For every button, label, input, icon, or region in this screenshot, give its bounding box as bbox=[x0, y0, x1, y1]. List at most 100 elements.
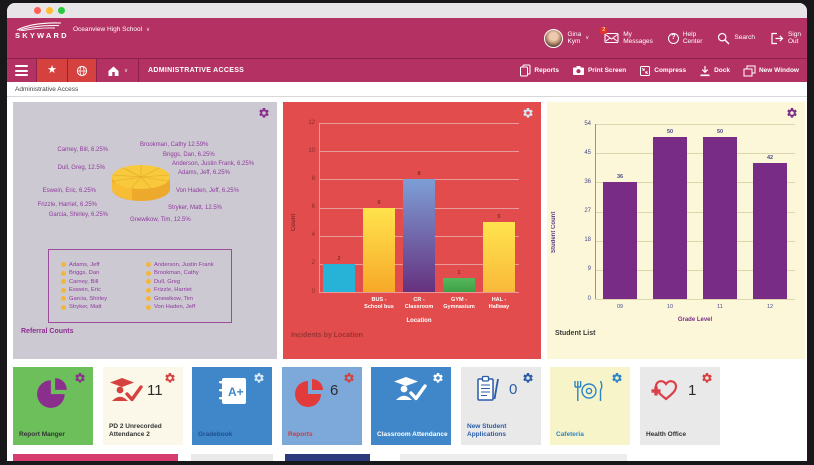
tile-cafeteria[interactable]: Cafeteria bbox=[550, 367, 630, 445]
main-toolbar: ★ ∨ ADMINISTRATIVE ACCESS Report bbox=[7, 58, 807, 82]
bar-value-label: 1 bbox=[457, 269, 461, 276]
close-window-button[interactable] bbox=[34, 7, 41, 14]
tile-health-office[interactable]: 1 Health Office bbox=[640, 367, 720, 445]
category-label: 11 bbox=[717, 304, 723, 310]
pie-legend: Adams, Jeff Anderson, Justin Frank Briggs,… bbox=[48, 249, 232, 323]
pie-callout-label: Gnewikow, Tim, 12.5% bbox=[130, 217, 191, 223]
compress-button[interactable]: Compress bbox=[639, 65, 686, 77]
chevron-down-icon: ∨ bbox=[585, 34, 590, 41]
tile-classroom-attendance[interactable]: Classroom Attendance bbox=[371, 367, 451, 445]
bar-value-label: 50 bbox=[716, 128, 724, 135]
new-window-button[interactable]: New Window bbox=[743, 65, 799, 77]
school-selector[interactable]: Oceanview High School ∨ bbox=[73, 26, 150, 33]
minimize-window-button[interactable] bbox=[46, 7, 53, 14]
pie-callout-label: Carney, Bill, 6.25% bbox=[57, 147, 108, 153]
widget-settings-gear-icon[interactable] bbox=[258, 107, 270, 119]
breadcrumb: Administrative Access bbox=[15, 85, 79, 93]
tile-label: Classroom Attendance bbox=[377, 431, 448, 439]
legend-entry: Carney, Bill bbox=[61, 279, 146, 285]
pie-callout-label: Garcia, Shirley, 6.25% bbox=[48, 212, 108, 218]
x-axis-label: Location bbox=[406, 318, 432, 324]
tile-gradebook[interactable]: A+ Gradebook bbox=[192, 367, 272, 445]
help-center-button[interactable]: ? Help Center bbox=[667, 31, 702, 45]
window-titlebar bbox=[7, 3, 807, 18]
tile-partial[interactable] bbox=[191, 454, 273, 461]
search-button[interactable]: Search bbox=[717, 32, 755, 45]
tile-partial[interactable] bbox=[400, 454, 627, 461]
bar-value-label: 2 bbox=[337, 255, 341, 262]
hamburger-icon bbox=[15, 65, 28, 76]
tile-report-manager[interactable]: Report Manger bbox=[13, 367, 93, 445]
bar-value-label: 5 bbox=[497, 213, 501, 220]
category-label: BUS - School bus bbox=[364, 297, 394, 310]
category-label: HAL - Hallway bbox=[488, 297, 510, 310]
user-menu[interactable]: Gina Kym ∨ bbox=[544, 28, 590, 48]
grid-line bbox=[319, 123, 519, 124]
grid-line bbox=[595, 269, 795, 271]
toolbar-actions: Reports Print Screen Compress bbox=[519, 59, 807, 82]
tile-count: 6 bbox=[330, 382, 339, 399]
axis-tick-label: 8 bbox=[311, 175, 315, 182]
tile-reports[interactable]: 6 Reports bbox=[282, 367, 362, 445]
tile-settings-gear-icon[interactable] bbox=[611, 372, 623, 384]
tile-settings-gear-icon[interactable] bbox=[253, 372, 265, 384]
tile-label: New Student Applications bbox=[467, 423, 507, 439]
pie-callout-label: Dull, Greg, 12.5% bbox=[57, 165, 105, 171]
grid-line bbox=[595, 124, 795, 125]
chart-bar bbox=[603, 182, 637, 299]
chevron-down-icon: ∨ bbox=[123, 67, 129, 74]
skyward-logo: SKYWARD bbox=[15, 21, 69, 40]
pie-callout-label: Von Haden, Jeff, 6.25% bbox=[176, 188, 239, 194]
tile-settings-gear-icon[interactable] bbox=[432, 372, 444, 384]
axis-tick-label: 4 bbox=[311, 232, 315, 239]
my-messages-button[interactable]: 2 My Messages bbox=[600, 27, 653, 45]
category-label: CR - Classroom bbox=[404, 297, 434, 310]
print-screen-button[interactable]: Print Screen bbox=[572, 65, 626, 76]
tile-settings-gear-icon[interactable] bbox=[74, 372, 86, 384]
widget-title: Incidents by Location bbox=[291, 332, 363, 339]
reports-button[interactable]: Reports bbox=[519, 64, 559, 77]
attendance-check-icon bbox=[110, 378, 143, 402]
grid-line bbox=[319, 151, 519, 153]
tile-new-student-applications[interactable]: 0 New Student Applications bbox=[461, 367, 541, 445]
favorites-button[interactable]: ★ bbox=[37, 59, 68, 82]
widget-settings-gear-icon[interactable] bbox=[522, 107, 534, 119]
bar-value-label: 8 bbox=[417, 171, 421, 178]
header-menu: Gina Kym ∨ 2 My Messages bbox=[544, 18, 801, 58]
chart-bar bbox=[753, 162, 787, 299]
tile-settings-gear-icon[interactable] bbox=[164, 372, 176, 384]
reports-label: Reports bbox=[534, 67, 559, 74]
legend-entry: Brookman, Cathy bbox=[146, 270, 231, 276]
tile-label: Cafeteria bbox=[556, 431, 584, 439]
tile-settings-gear-icon[interactable] bbox=[343, 372, 355, 384]
bar-value-label: 6 bbox=[377, 199, 381, 206]
sign-out-button[interactable]: Sign Out bbox=[770, 31, 801, 45]
axis-tick-label: 18 bbox=[584, 237, 591, 244]
grid-line bbox=[595, 153, 795, 155]
chart-bar bbox=[443, 277, 475, 292]
dock-label: Dock bbox=[714, 67, 730, 74]
home-button[interactable]: ∨ bbox=[97, 59, 139, 82]
chart-bar bbox=[653, 136, 687, 299]
zoom-window-button[interactable] bbox=[58, 7, 65, 14]
legend-entry: Anderson, Justin Frank bbox=[146, 262, 231, 268]
help-icon: ? bbox=[667, 32, 679, 44]
tile-pd2-unrecorded-attendance[interactable]: 11 PD 2 Unrecorded Attendance 2 bbox=[103, 367, 183, 445]
avatar bbox=[544, 28, 564, 48]
axis-tick-label: 27 bbox=[584, 208, 591, 214]
widget-settings-gear-icon[interactable] bbox=[786, 107, 798, 119]
dock-icon bbox=[700, 65, 710, 76]
browse-button[interactable] bbox=[68, 59, 97, 82]
pie-callout-label: Eswein, Eric, 6.25% bbox=[42, 188, 96, 194]
menu-button[interactable] bbox=[7, 59, 37, 82]
globe-icon bbox=[76, 65, 88, 76]
category-label: 09 bbox=[616, 304, 624, 310]
tile-settings-gear-icon[interactable] bbox=[522, 372, 534, 384]
search-label: Search bbox=[734, 34, 755, 42]
tile-settings-gear-icon[interactable] bbox=[701, 372, 713, 384]
tile-count: 0 bbox=[509, 381, 518, 398]
tile-partial[interactable] bbox=[285, 454, 370, 461]
dock-button[interactable]: Dock bbox=[699, 65, 730, 77]
tile-partial[interactable] bbox=[13, 454, 178, 461]
